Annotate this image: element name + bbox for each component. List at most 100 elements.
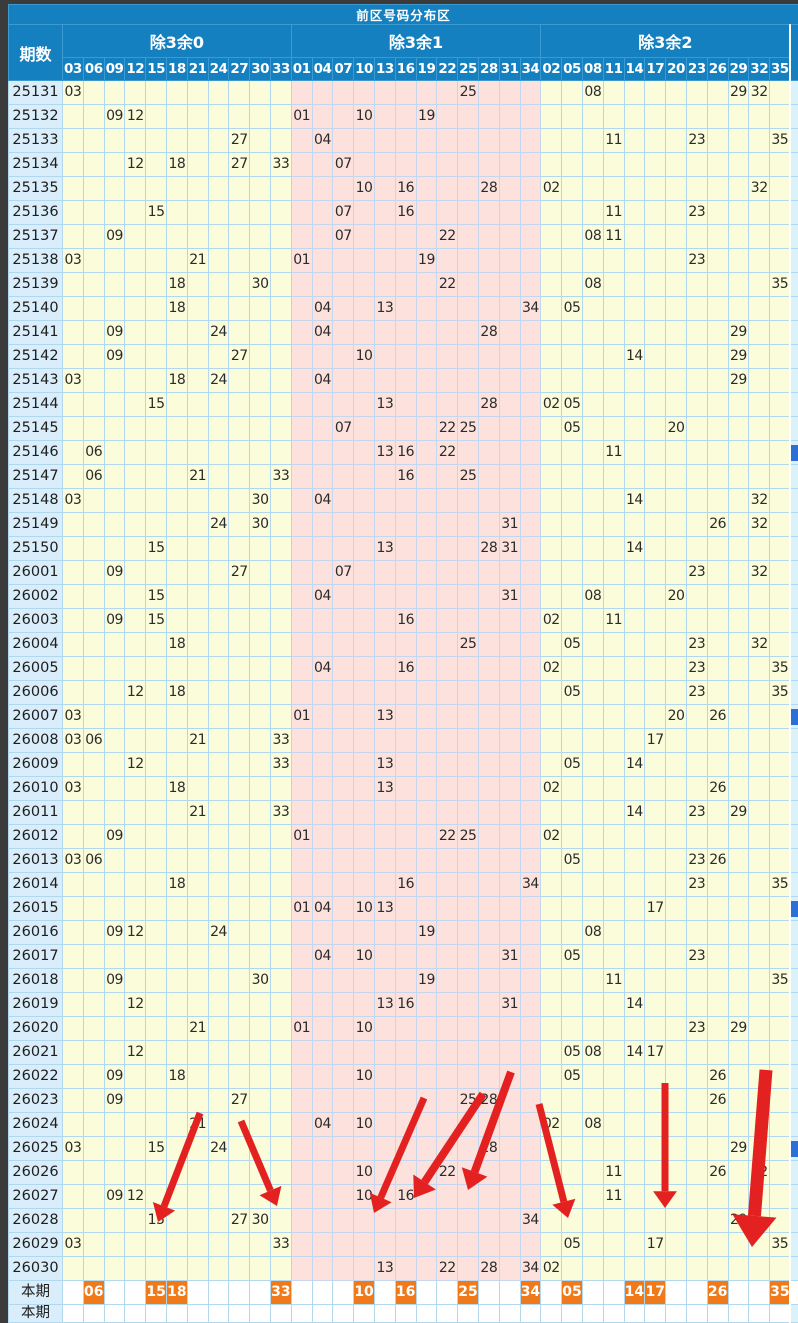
number-cell (166, 705, 187, 729)
number-cell (770, 849, 791, 873)
number-cell (187, 1041, 208, 1065)
number-cell (582, 537, 603, 561)
number-cell (395, 417, 416, 441)
number-cell: 24 (208, 1137, 229, 1161)
number-cell (686, 777, 707, 801)
number-cell (83, 1305, 104, 1323)
number-cell (187, 393, 208, 417)
number-cell (333, 369, 354, 393)
number-cell (354, 1257, 375, 1281)
number-cell (686, 537, 707, 561)
number-cell (146, 705, 167, 729)
edge-column-cell (790, 681, 798, 705)
number-cell (645, 993, 666, 1017)
number-cell (541, 1137, 562, 1161)
number-cell (187, 1137, 208, 1161)
number-cell (291, 1137, 312, 1161)
number-cell (104, 177, 125, 201)
number-cell (250, 585, 271, 609)
edge-column-cell (790, 1017, 798, 1041)
number-cell (208, 393, 229, 417)
number-cell (666, 1209, 687, 1233)
number-cell (770, 177, 791, 201)
number-cell (437, 681, 458, 705)
number-cell (291, 777, 312, 801)
number-cell: 12 (125, 993, 146, 1017)
number-cell (374, 585, 395, 609)
number-cell (666, 345, 687, 369)
number-cell (582, 1305, 603, 1323)
number-cell (104, 129, 125, 153)
number-cell (749, 729, 770, 753)
number-cell (354, 873, 375, 897)
number-cell (333, 609, 354, 633)
number-cell (582, 561, 603, 585)
number-cell (499, 681, 520, 705)
number-cell: 09 (104, 1185, 125, 1209)
number-cell (520, 633, 541, 657)
number-cell (104, 873, 125, 897)
number-cell (770, 393, 791, 417)
number-cell (437, 1017, 458, 1041)
number-cell (478, 561, 499, 585)
number-cell (125, 849, 146, 873)
edge-column-cell (790, 441, 798, 465)
number-cell (562, 249, 583, 273)
number-cell (686, 1065, 707, 1089)
number-cell (666, 1113, 687, 1137)
number-cell: 24 (208, 921, 229, 945)
number-cell (458, 1065, 479, 1089)
number-cell (749, 969, 770, 993)
number-cell (478, 153, 499, 177)
number-cell (686, 1233, 707, 1257)
number-cell (499, 441, 520, 465)
number-cell (125, 1233, 146, 1257)
number-cell (624, 321, 645, 345)
number-cell (229, 945, 250, 969)
number-cell: 01 (291, 249, 312, 273)
number-cell (250, 753, 271, 777)
number-cell (270, 1113, 291, 1137)
number-cell (166, 561, 187, 585)
number-cell (478, 273, 499, 297)
number-cell (686, 441, 707, 465)
hit-cell: 33 (270, 1281, 291, 1305)
number-cell: 17 (645, 897, 666, 921)
edge-column-cell (790, 585, 798, 609)
number-cell: 13 (374, 993, 395, 1017)
number-cell (63, 1089, 84, 1113)
number-cell (333, 1209, 354, 1233)
number-cell (63, 225, 84, 249)
number-cell (666, 81, 687, 105)
number-cell (416, 1233, 437, 1257)
number-cell (312, 417, 333, 441)
number-cell (645, 585, 666, 609)
number-cell (520, 897, 541, 921)
number-cell (582, 105, 603, 129)
number-cell (83, 873, 104, 897)
number-cell: 09 (104, 969, 125, 993)
number-cell (749, 897, 770, 921)
number-cell (312, 81, 333, 105)
number-cell (270, 897, 291, 921)
number-cell (333, 321, 354, 345)
number-cell (666, 1065, 687, 1089)
number-cell (645, 969, 666, 993)
number-cell (250, 945, 271, 969)
number-cell (250, 465, 271, 489)
number-cell (582, 633, 603, 657)
number-cell (312, 1089, 333, 1113)
number-cell (520, 561, 541, 585)
number-cell (749, 921, 770, 945)
number-cell (666, 177, 687, 201)
number-cell (312, 273, 333, 297)
number-cell: 17 (645, 729, 666, 753)
number-cell (374, 1281, 395, 1305)
number-cell (582, 513, 603, 537)
